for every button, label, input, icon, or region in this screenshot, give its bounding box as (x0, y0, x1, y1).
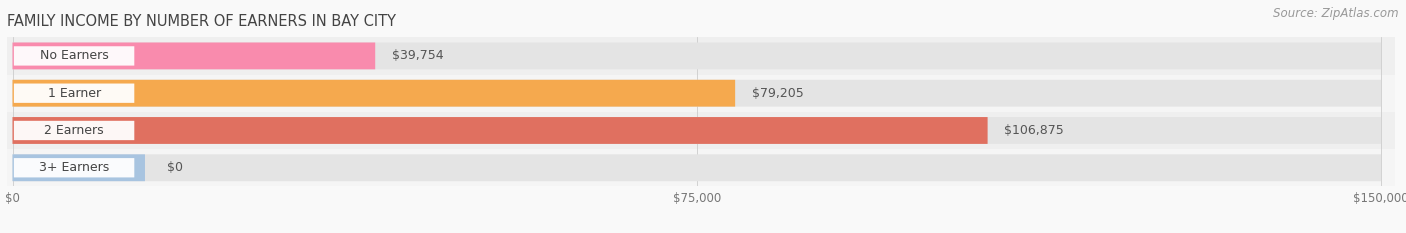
Text: 1 Earner: 1 Earner (48, 87, 101, 100)
FancyBboxPatch shape (14, 46, 135, 65)
Text: 3+ Earners: 3+ Earners (39, 161, 110, 174)
Text: No Earners: No Earners (39, 49, 108, 62)
FancyBboxPatch shape (13, 117, 1381, 144)
FancyBboxPatch shape (13, 154, 1381, 181)
Text: $0: $0 (167, 161, 183, 174)
Text: $79,205: $79,205 (752, 87, 803, 100)
FancyBboxPatch shape (13, 42, 1381, 69)
Text: FAMILY INCOME BY NUMBER OF EARNERS IN BAY CITY: FAMILY INCOME BY NUMBER OF EARNERS IN BA… (7, 14, 396, 29)
FancyBboxPatch shape (14, 121, 135, 140)
Bar (7, 149, 1395, 186)
Text: $39,754: $39,754 (392, 49, 443, 62)
Bar (7, 37, 1395, 75)
Bar (7, 112, 1395, 149)
FancyBboxPatch shape (14, 84, 135, 103)
FancyBboxPatch shape (14, 158, 135, 177)
FancyBboxPatch shape (13, 42, 375, 69)
Text: $106,875: $106,875 (1004, 124, 1064, 137)
Text: 2 Earners: 2 Earners (44, 124, 104, 137)
FancyBboxPatch shape (13, 154, 145, 181)
Text: Source: ZipAtlas.com: Source: ZipAtlas.com (1274, 7, 1399, 20)
Bar (7, 75, 1395, 112)
FancyBboxPatch shape (13, 80, 735, 107)
FancyBboxPatch shape (13, 80, 1381, 107)
FancyBboxPatch shape (13, 117, 987, 144)
